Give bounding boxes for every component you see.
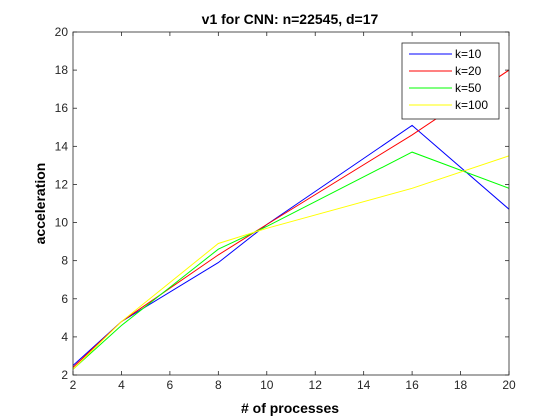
y-tick-label: 2 — [61, 368, 68, 382]
x-tick-label: 14 — [357, 378, 371, 392]
y-tick-label: 6 — [61, 292, 68, 306]
y-tick-label: 8 — [61, 254, 68, 268]
y-axis-ticks: 2 4 6 8 10 12 14 16 18 20 — [55, 25, 509, 382]
legend-label: k=50 — [455, 81, 482, 95]
x-tick-label: 4 — [118, 378, 125, 392]
y-tick-label: 18 — [55, 63, 69, 77]
x-axis-label: # of processes — [241, 400, 339, 416]
x-tick-label: 2 — [70, 378, 77, 392]
legend-label: k=20 — [455, 64, 482, 78]
x-tick-label: 16 — [405, 378, 419, 392]
x-tick-label: 6 — [167, 378, 174, 392]
series-layer — [72, 69, 510, 370]
series-line-3 — [72, 151, 510, 370]
y-tick-label: 20 — [55, 25, 69, 39]
x-tick-label: 10 — [260, 378, 274, 392]
plot-frame — [72, 31, 510, 376]
legend-label: k=100 — [455, 98, 488, 112]
chart-title: v1 for CNN: n=22545, d=17 — [202, 11, 379, 27]
legend-box — [401, 42, 500, 120]
series-line-4 — [72, 155, 510, 370]
x-tick-label: 18 — [454, 378, 468, 392]
x-tick-label: 20 — [502, 378, 516, 392]
y-axis-label: acceleration — [32, 163, 48, 245]
x-tick-label: 8 — [215, 378, 222, 392]
x-tick-label: 12 — [309, 378, 323, 392]
y-tick-label: 12 — [55, 177, 69, 191]
y-tick-label: 16 — [55, 101, 69, 115]
legend-label: k=10 — [455, 47, 482, 61]
y-tick-label: 4 — [61, 330, 68, 344]
x-axis-ticks: 2 4 6 8 10 12 14 16 18 20 — [70, 32, 516, 392]
legend: k=10 k=20 k=50 k=100 — [401, 42, 500, 120]
y-tick-label: 10 — [55, 216, 69, 230]
y-tick-label: 14 — [55, 139, 69, 153]
